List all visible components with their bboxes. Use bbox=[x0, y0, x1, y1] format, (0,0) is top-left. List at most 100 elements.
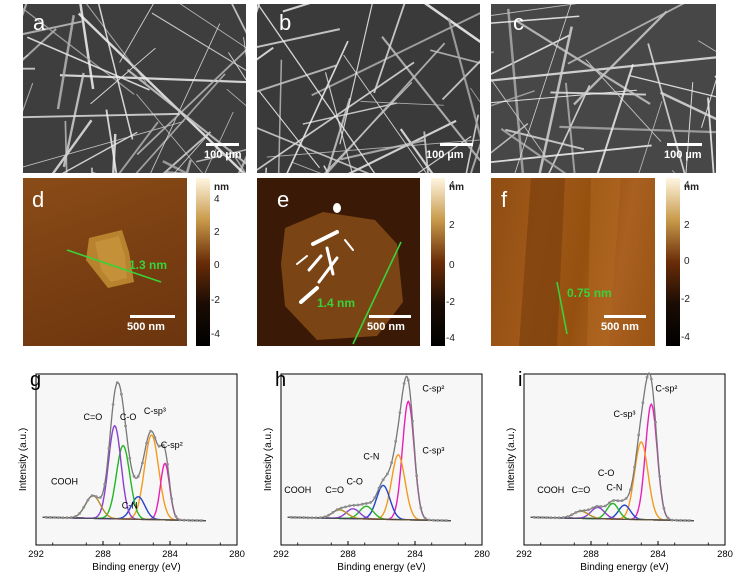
data-point bbox=[645, 375, 649, 379]
data-point bbox=[82, 506, 86, 509]
data-point bbox=[161, 443, 165, 447]
peak-label: C-sp³ bbox=[144, 406, 166, 416]
data-point bbox=[103, 482, 107, 486]
data-point bbox=[641, 401, 645, 405]
data-point bbox=[603, 504, 607, 508]
xps-chart-i: C-sp² C-sp³ C-O C-N C=O COOH 292 288 284 280 Bindi… bbox=[506, 372, 733, 572]
colorbar-gradient-e bbox=[431, 178, 445, 346]
x-tick-label: 280 bbox=[717, 549, 733, 560]
colorbar-unit-f: nm bbox=[684, 182, 699, 193]
bright-flakes bbox=[296, 230, 354, 304]
scale-label-a: 100 µm bbox=[204, 149, 242, 161]
x-tick-label: 284 bbox=[407, 549, 423, 560]
x-axis-label: Binding energy (eV) bbox=[580, 562, 668, 572]
data-point bbox=[545, 516, 548, 519]
sem-panel-c: c 100 µm bbox=[491, 4, 716, 173]
data-point bbox=[582, 509, 586, 512]
data-point bbox=[419, 506, 423, 510]
data-point bbox=[620, 499, 624, 502]
data-point bbox=[157, 444, 161, 448]
data-point bbox=[195, 519, 199, 522]
x-tick-label: 280 bbox=[474, 549, 490, 560]
x-tick-label: 292 bbox=[516, 549, 532, 560]
data-point bbox=[369, 501, 372, 504]
colorbar-gradient-d bbox=[196, 178, 210, 346]
data-point bbox=[381, 478, 385, 482]
data-point bbox=[115, 381, 119, 384]
colorbar-tick-d-0: 4 bbox=[214, 194, 220, 205]
colorbar-tick-f-1: 2 bbox=[684, 220, 690, 231]
profile-line bbox=[352, 241, 402, 345]
data-point bbox=[310, 516, 314, 520]
profile-line bbox=[66, 249, 162, 283]
data-point bbox=[94, 495, 98, 499]
data-point bbox=[182, 518, 186, 522]
data-points bbox=[289, 378, 448, 522]
data-point bbox=[111, 403, 115, 406]
peak-label: C-N bbox=[363, 451, 379, 461]
data-point bbox=[423, 516, 427, 520]
colorbar-unit-d: nm bbox=[214, 182, 229, 193]
peak-label: C-sp² bbox=[422, 384, 444, 394]
data-point bbox=[629, 488, 632, 492]
data-point bbox=[683, 519, 687, 522]
height-label-f: 0.75 nm bbox=[567, 286, 612, 300]
x-tick-label: 292 bbox=[28, 549, 44, 560]
scale-label-f: 500 nm bbox=[601, 321, 639, 333]
data-point bbox=[141, 461, 144, 465]
peak-label: C-sp² bbox=[655, 384, 677, 394]
data-point bbox=[562, 516, 565, 519]
xps-chart-g: C-sp³ C-sp² C-O C=O C-N COOH 292 288 284 280 Bindi… bbox=[18, 373, 245, 572]
peak-label: C=O bbox=[572, 485, 591, 495]
data-point bbox=[566, 515, 569, 518]
data-point bbox=[373, 496, 377, 499]
colorbar-tick-d-3: -2 bbox=[211, 295, 220, 306]
data-point bbox=[436, 519, 439, 522]
panel-letter-f: f bbox=[501, 187, 508, 212]
colorbar-tick-d-4: -4 bbox=[211, 329, 220, 340]
data-point bbox=[69, 516, 73, 519]
data-point bbox=[178, 518, 182, 522]
x-tick-label: 284 bbox=[162, 549, 178, 560]
xps-panel-g: C-sp³ C-sp² C-O C=O C-N COOH 292 288 284 280 Bindi… bbox=[0, 362, 245, 572]
scale-bar-d bbox=[130, 315, 175, 318]
data-point bbox=[348, 504, 352, 508]
data-point bbox=[557, 516, 561, 520]
data-point bbox=[658, 475, 662, 478]
data-point bbox=[57, 516, 60, 519]
data-point bbox=[289, 515, 293, 519]
peak-label: C-O bbox=[120, 412, 137, 422]
colorbar-tick-e-2: 0 bbox=[449, 260, 455, 271]
data-point bbox=[411, 419, 414, 423]
colorbar-tick-e-1: 2 bbox=[449, 220, 455, 231]
data-point bbox=[427, 518, 431, 522]
peak-label: COOH bbox=[51, 477, 78, 487]
data-point bbox=[536, 516, 540, 519]
data-point bbox=[132, 474, 136, 478]
scale-bar-e bbox=[369, 315, 411, 318]
data-point bbox=[61, 516, 65, 520]
scale-bar-c bbox=[667, 143, 702, 146]
data-point bbox=[356, 503, 360, 507]
data-point bbox=[637, 433, 641, 437]
data-point bbox=[687, 519, 691, 522]
height-label-e: 1.4 nm bbox=[317, 296, 356, 310]
data-point bbox=[145, 441, 149, 445]
peak-label: C-sp³ bbox=[614, 409, 636, 419]
data-point bbox=[90, 494, 94, 498]
data-point bbox=[649, 377, 653, 381]
x-tick-label: 280 bbox=[229, 549, 245, 560]
data-point bbox=[553, 516, 557, 520]
panel-letter-g: g bbox=[30, 369, 42, 391]
colorbar-tick-f-4: -4 bbox=[681, 332, 690, 343]
data-point bbox=[136, 475, 140, 478]
data-point bbox=[124, 424, 127, 428]
colorbar-tick-d-2: 0 bbox=[214, 260, 220, 271]
afm-panel-d: d 1.3 nm 500 nm bbox=[23, 178, 187, 346]
xps-panel-h: C-sp² C-sp³ C-N C-O C=O COOH 292 288 284 280 Bindi… bbox=[245, 362, 490, 572]
colorbar-tick-e-0: 4 bbox=[449, 180, 455, 191]
data-point bbox=[170, 497, 174, 501]
data-point bbox=[675, 518, 678, 522]
data-point bbox=[327, 513, 331, 517]
colorbar-f: nm 4 2 0 -2 -4 bbox=[666, 178, 702, 346]
